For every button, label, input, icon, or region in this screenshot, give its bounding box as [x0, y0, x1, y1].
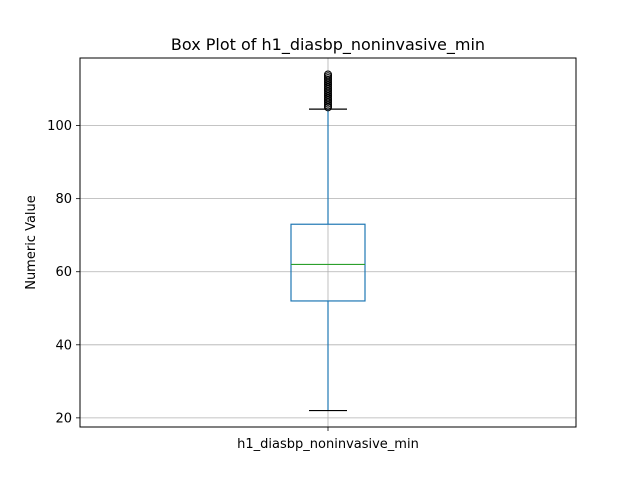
y-tick-label: 20: [55, 411, 72, 426]
x-axis-ticks: h1_diasbp_noninvasive_min: [237, 427, 419, 452]
y-tick-label: 100: [47, 119, 72, 134]
y-tick-label: 80: [55, 192, 72, 207]
y-axis-label: Numeric Value: [24, 195, 39, 290]
outlier-point: [324, 70, 332, 79]
chart-title: Box Plot of h1_diasbp_noninvasive_min: [171, 35, 485, 55]
x-tick-label: h1_diasbp_noninvasive_min: [237, 437, 419, 452]
iqr-box: [290, 223, 366, 302]
y-tick-label: 40: [55, 338, 72, 353]
box-layer: [290, 108, 366, 412]
y-axis-ticks: 20 40 60 80 100: [47, 119, 80, 426]
y-tick-label: 60: [55, 265, 72, 280]
flier-layer: [324, 70, 332, 112]
